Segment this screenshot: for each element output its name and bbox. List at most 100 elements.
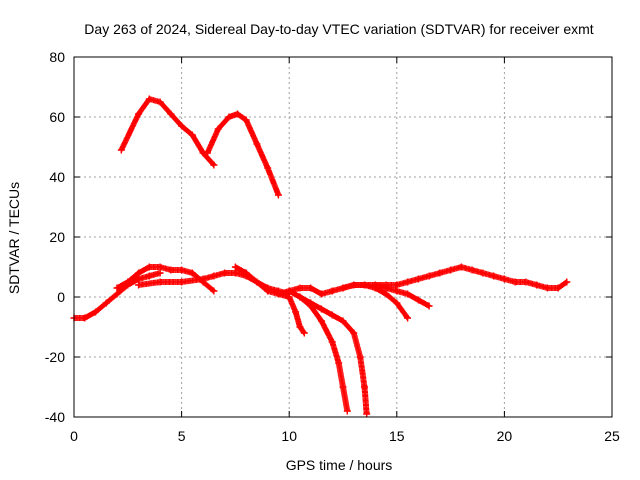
data-point xyxy=(113,284,121,292)
series-arc-drop-3 xyxy=(296,293,371,418)
series-arc-low-1 xyxy=(70,269,164,322)
series-arc-low-2 xyxy=(113,263,218,295)
data-point xyxy=(135,281,143,289)
data-point xyxy=(156,263,164,271)
data-point xyxy=(264,164,272,172)
data-point xyxy=(156,269,164,277)
data-point xyxy=(522,278,530,286)
y-tick-label: 60 xyxy=(49,109,65,125)
data-point xyxy=(253,140,261,148)
data-point xyxy=(242,269,250,277)
y-tick-label: 20 xyxy=(49,229,65,245)
data-point xyxy=(339,317,347,325)
data-point xyxy=(543,284,551,292)
data-point xyxy=(414,296,422,304)
data-point xyxy=(214,125,222,133)
data-point xyxy=(113,290,121,298)
data-point xyxy=(274,191,282,199)
data-point xyxy=(210,287,218,295)
data-point xyxy=(188,131,196,139)
data-point xyxy=(167,110,175,118)
data-point xyxy=(382,290,390,298)
data-point xyxy=(234,110,242,118)
data-point xyxy=(225,113,233,121)
data-layer xyxy=(70,95,571,418)
data-point xyxy=(210,272,218,280)
data-point xyxy=(307,284,315,292)
data-point xyxy=(242,116,250,124)
data-point xyxy=(457,263,465,271)
data-point xyxy=(328,338,336,346)
data-point xyxy=(343,407,351,415)
data-point xyxy=(102,299,110,307)
data-point xyxy=(178,266,186,274)
x-tick-label: 15 xyxy=(389,428,405,444)
data-point xyxy=(404,290,412,298)
data-point xyxy=(274,290,282,298)
data-point xyxy=(335,359,343,367)
data-point xyxy=(178,278,186,286)
data-point xyxy=(350,329,358,337)
data-point xyxy=(393,287,401,295)
data-point xyxy=(404,278,412,286)
data-point xyxy=(178,122,186,130)
data-point xyxy=(425,302,433,310)
data-point xyxy=(479,269,487,277)
data-point xyxy=(436,269,444,277)
data-point xyxy=(490,272,498,280)
x-tick-label: 10 xyxy=(281,428,297,444)
data-point xyxy=(511,278,519,286)
data-point xyxy=(167,266,175,274)
data-point xyxy=(361,281,369,289)
data-point xyxy=(563,278,571,286)
data-point xyxy=(339,383,347,391)
x-tick-label: 20 xyxy=(497,428,513,444)
y-tick-label: 40 xyxy=(49,169,65,185)
data-point xyxy=(447,266,455,274)
data-point xyxy=(117,146,125,154)
data-point xyxy=(156,278,164,286)
data-point xyxy=(361,383,369,391)
data-point xyxy=(199,275,207,283)
data-point xyxy=(425,272,433,280)
data-point xyxy=(145,272,153,280)
data-point xyxy=(500,275,508,283)
data-point xyxy=(300,329,308,337)
data-point xyxy=(533,281,541,289)
data-point xyxy=(264,287,272,295)
data-point xyxy=(253,278,261,286)
data-point xyxy=(296,323,304,331)
data-point xyxy=(356,353,364,361)
y-axis-label: SDTVAR / TECUs xyxy=(6,182,22,294)
x-tick-label: 0 xyxy=(70,428,78,444)
series-arc-high-2 xyxy=(203,110,282,199)
data-point xyxy=(292,308,300,316)
data-point xyxy=(231,269,239,277)
data-point xyxy=(468,266,476,274)
data-point xyxy=(285,287,293,295)
data-point xyxy=(296,293,304,301)
data-point xyxy=(145,263,153,271)
data-point xyxy=(210,161,218,169)
grid-layer xyxy=(74,57,612,417)
data-point xyxy=(363,410,371,418)
data-point xyxy=(317,305,325,313)
data-point xyxy=(188,269,196,277)
data-point xyxy=(371,281,379,289)
y-tick-label: 80 xyxy=(49,49,65,65)
data-point xyxy=(231,263,239,271)
data-point xyxy=(554,284,562,292)
x-axis-label: GPS time / hours xyxy=(286,457,393,473)
data-point xyxy=(350,281,358,289)
series-markers xyxy=(118,96,217,168)
data-point xyxy=(156,98,164,106)
data-point xyxy=(393,299,401,307)
x-tick-label: 5 xyxy=(178,428,186,444)
series-markers xyxy=(372,264,570,291)
y-tick-label: -20 xyxy=(45,349,65,365)
data-point xyxy=(135,110,143,118)
series-markers xyxy=(204,111,282,198)
data-point xyxy=(317,290,325,298)
